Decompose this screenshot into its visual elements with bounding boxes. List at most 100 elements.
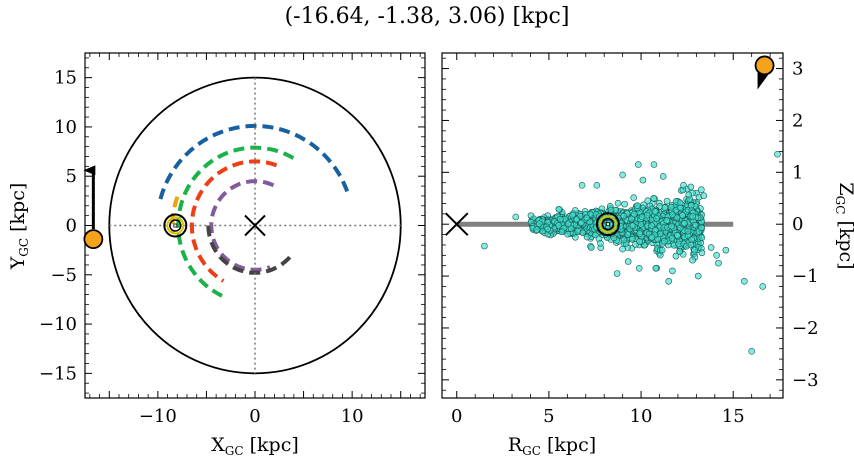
right-ytick-label: 3	[792, 59, 803, 80]
zlabel-sub: GC	[833, 196, 847, 215]
right-sun-marker-dot	[605, 222, 610, 227]
scatter-point	[569, 211, 576, 219]
scatter-point	[533, 226, 541, 233]
right-ytick-label: 2	[792, 110, 803, 131]
scatter-point	[555, 205, 563, 213]
scatter-point	[687, 183, 695, 191]
right-xtick-label: 10	[630, 406, 653, 427]
scatter-point	[629, 222, 637, 230]
right-x-axis-label: RGC [kpc]	[508, 434, 596, 458]
scatter-point	[557, 215, 564, 223]
scatter-point	[588, 244, 595, 251]
left-plot-content	[108, 76, 402, 375]
galactic-center-marker	[244, 214, 266, 237]
right-sun-marker-outer-ring	[595, 212, 620, 237]
scatter-point	[593, 181, 601, 189]
left-x-axis-label: XGC [kpc]	[211, 434, 299, 458]
rz-scatter-points	[481, 150, 781, 355]
scatter-point	[661, 204, 669, 211]
spiral-arm-2	[176, 145, 295, 298]
xlabel-unit: [kpc]	[244, 434, 299, 456]
right-sun-marker-gold-ring	[598, 215, 617, 234]
left-y-axis-label: YGC [kpc]	[7, 183, 31, 271]
left-ytick-label: 0	[66, 216, 77, 237]
scatter-point	[573, 216, 580, 223]
scatter-point	[624, 258, 632, 265]
right-ytick-label: 0	[792, 214, 803, 235]
scatter-point	[713, 252, 720, 259]
scatter-point	[676, 248, 683, 255]
scatter-point	[689, 256, 696, 264]
xlabel-base: X	[211, 434, 225, 456]
scatter-point	[663, 217, 670, 224]
scatter-point	[663, 197, 671, 205]
scatter-point	[694, 272, 702, 280]
scatter-point	[658, 246, 666, 254]
source-marker	[83, 229, 104, 250]
left-ytick-label: −5	[50, 265, 77, 286]
scatter-point	[679, 211, 686, 219]
spiral-arms	[158, 123, 350, 298]
left-ytick-label: 10	[54, 117, 77, 138]
right-ticks: 0 5 10 15 −3 −2 −1 0 1 2 3	[442, 53, 819, 427]
scatter-point	[715, 259, 722, 267]
scatter-point	[624, 231, 632, 238]
scatter-point	[634, 202, 641, 210]
scatter-point	[648, 233, 656, 241]
scatter-point	[558, 228, 566, 236]
right-xtick-label: 15	[722, 406, 745, 427]
right-xtick-label: 5	[543, 406, 554, 427]
scatter-point	[628, 235, 636, 243]
scatter-point	[651, 208, 659, 215]
sun-marker-gold-ring	[166, 216, 185, 235]
scatter-point	[650, 161, 658, 168]
scatter-point	[620, 236, 628, 244]
scatter-point	[652, 265, 660, 272]
left-ytick-label: 5	[66, 166, 77, 187]
scatter-point	[669, 267, 676, 275]
spiral-arm-1	[158, 123, 350, 201]
scatter-point	[636, 230, 644, 237]
scatter-point	[578, 181, 586, 189]
scatter-point	[564, 230, 571, 238]
rlabel-sub: GC	[522, 444, 541, 458]
scatter-point	[672, 252, 680, 260]
scatter-point	[578, 219, 585, 227]
right-source-marker	[754, 55, 775, 76]
scatter-point	[698, 224, 705, 232]
scatter-point	[583, 214, 591, 222]
scatter-point	[687, 241, 695, 249]
scatter-point	[668, 222, 675, 230]
scatter-point	[619, 245, 626, 253]
scatter-point	[685, 191, 693, 199]
scatter-point	[681, 219, 688, 227]
scatter-point	[630, 210, 638, 218]
galactic-center-marker-stroke-b	[244, 214, 266, 237]
scatter-point	[691, 246, 698, 254]
left-xtick-label: 0	[249, 406, 260, 427]
rlabel-base: R	[508, 434, 523, 456]
scatter-point	[637, 221, 645, 228]
sun-marker-inner-ring	[169, 219, 182, 232]
scatter-point	[544, 225, 552, 233]
scatter-point	[650, 195, 657, 202]
spiral-arm-5	[209, 179, 275, 272]
scatter-point	[636, 238, 643, 245]
scatter-point	[644, 197, 652, 205]
left-ytick-label: −10	[39, 314, 77, 335]
right-galactic-center-marker-stroke-b	[445, 212, 469, 236]
spiral-arm-6	[206, 225, 293, 275]
scatter-point	[680, 181, 687, 189]
scatter-point	[740, 277, 748, 285]
scatter-point	[630, 194, 637, 201]
ylabel-unit: [kpc]	[7, 183, 29, 238]
scatter-point	[722, 246, 730, 254]
ylabel-base: Y	[7, 256, 29, 270]
rlabel-unit: [kpc]	[541, 434, 596, 456]
scatter-point	[567, 225, 575, 232]
scatter-point	[707, 244, 715, 251]
scatter-point	[583, 233, 591, 241]
left-ytick-label: −15	[39, 363, 77, 384]
